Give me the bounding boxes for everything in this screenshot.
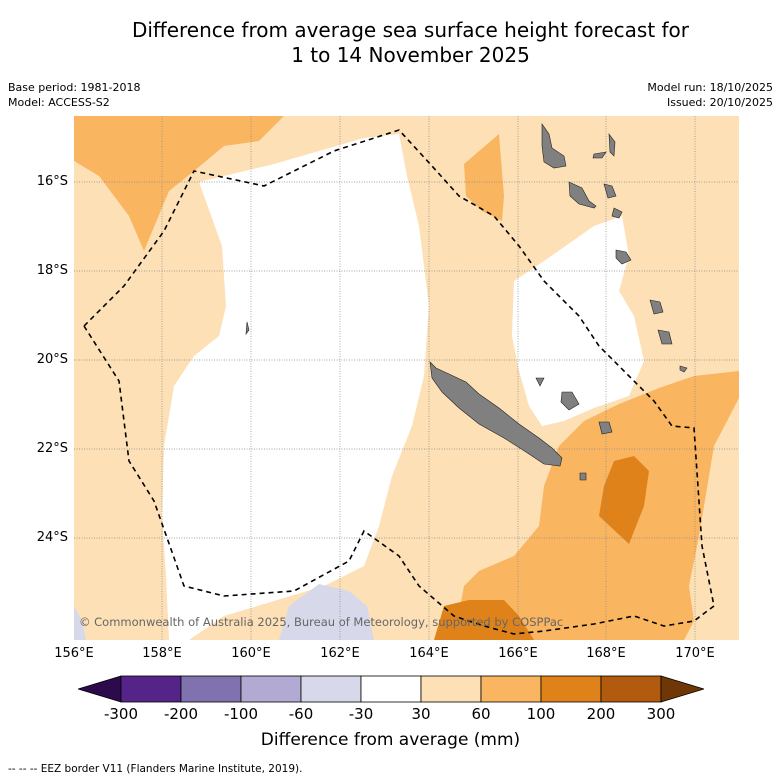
metadata-left: Base period: 1981-2018 Model: ACCESS-S2 [8,80,140,110]
land-small-islet-chesterfield [245,321,250,336]
land-matthew-island [649,299,664,315]
land-vanuatu-islands-6 [615,249,632,265]
colorbar-tick-neg60: -60 [288,705,314,723]
map-canvas: © Commonwealth of Australia 2025, Bureau… [74,116,739,640]
copyright-overlay: © Commonwealth of Australia 2025, Bureau… [79,615,563,629]
colorbar-bin-7 [480,675,542,703]
land-vanuatu-islands-1 [568,181,597,209]
colorbar-bin-1 [120,675,182,703]
colorbar-tick-neg300: -300 [103,705,139,723]
lat-label-22s: 22°S [36,441,68,456]
land-vanuatu-islands-2 [608,133,616,157]
lon-label-162e: 162°E [320,646,360,661]
colorbar-tick-neg100: -100 [223,705,259,723]
land-loyalty-mare [598,421,613,435]
colorbar-tick-60: 60 [471,705,491,723]
landmasses [245,123,688,481]
lon-label-158e: 158°E [142,646,182,661]
land-isle-of-pines [579,472,587,481]
colorbar-bin-5 [360,675,422,703]
anomaly-60-100-southeast [454,371,739,640]
eez-footnote: -- -- -- EEZ border V11 (Flanders Marine… [8,763,303,775]
model-run-text: Model run: 18/10/2025 [647,81,773,94]
lon-label-156e: 156°E [54,646,94,661]
colorbar-tick-30: 30 [411,705,431,723]
colorbar [78,675,704,703]
colorbar-tick-neg200: -200 [163,705,199,723]
colorbar-bin-8 [540,675,602,703]
lat-label-18s: 18°S [36,263,68,278]
colorbar-title: Difference from average (mm) [260,730,521,750]
anomaly-negative-patch-south [279,584,374,640]
lon-label-160e: 160°E [231,646,271,661]
lat-label-24s: 24°S [36,530,68,545]
graticule [74,116,739,640]
land-hunter-island [657,329,673,345]
colorbar-bin-9 [600,675,662,703]
anomaly-60-100-northwest [74,116,284,251]
lon-label-170e: 170°E [675,646,715,661]
land-loyalty-ouvea [535,377,545,387]
land-vanuatu-islands-4 [603,183,617,199]
colorbar-extend-low [78,675,122,703]
colorbar-extend-high [660,675,704,703]
eez-border [82,129,715,635]
anomaly-negative-patch-west [74,606,86,640]
colorbar-tick-100: 100 [526,705,556,723]
anomaly-100-200-south [434,600,534,640]
title-line-2: 1 to 14 November 2025 [291,43,530,67]
lat-label-16s: 16°S [36,174,68,189]
land-vanuatu-islands-3 [592,151,607,159]
land-small-islet-east [679,365,688,373]
land-vanuatu-islands-5 [611,207,623,219]
colorbar-tick-200: 200 [586,705,616,723]
colorbar-bin-3 [240,675,302,703]
metadata-right: Model run: 18/10/2025 Issued: 20/10/2025 [647,80,773,110]
colorbar-bin-2 [180,675,242,703]
anomaly-100-200-east [599,456,649,544]
model-text: Model: ACCESS-S2 [8,96,110,109]
base-period-text: Base period: 1981-2018 [8,81,141,94]
lon-label-166e: 166°E [498,646,538,661]
anomaly-60-100-north-central [464,134,504,221]
colorbar-bin-4 [300,675,362,703]
colorbar-bin-6 [420,675,482,703]
land-new-caledonia [429,361,563,467]
map-title: Difference from average sea surface heig… [0,18,781,68]
lon-label-164e: 164°E [409,646,449,661]
colorbar-tick-300: 300 [646,705,676,723]
title-line-1: Difference from average sea surface heig… [131,18,690,42]
lat-label-20s: 20°S [36,352,68,367]
land-loyalty-lifou [560,391,580,411]
map-panel[interactable]: © Commonwealth of Australia 2025, Bureau… [74,116,739,640]
land-vanuatu-espiritu-santo [541,123,567,169]
issued-text: Issued: 20/10/2025 [666,96,773,109]
colorbar-tick-neg30: -30 [348,705,374,723]
lon-label-168e: 168°E [586,646,626,661]
anomaly-neutral-region-west [162,134,429,640]
anomaly-neutral-region-east [512,216,644,426]
